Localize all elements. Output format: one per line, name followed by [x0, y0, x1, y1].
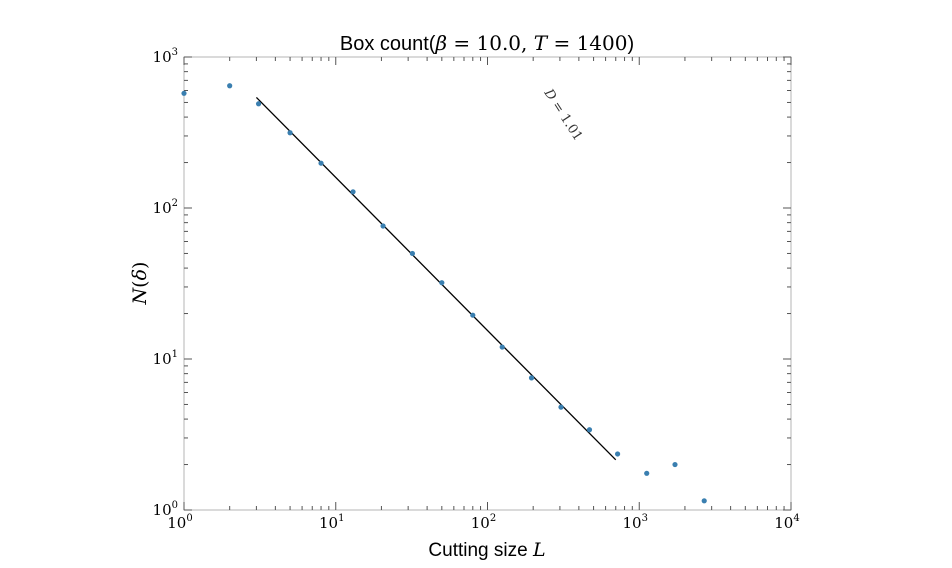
plot-area-frame: [183, 56, 792, 511]
y-tick-label: 102: [153, 198, 178, 217]
title-t-symbol: T: [534, 31, 549, 55]
fit-line-layer: [255, 96, 617, 461]
x-tick-label: 103: [623, 513, 648, 532]
y-tick-label: 100: [153, 500, 178, 519]
y-tick-base: 10: [153, 199, 172, 217]
data-point: [255, 101, 262, 107]
data-point: [586, 427, 593, 433]
annotation-value: = 1.01: [546, 95, 585, 144]
y-axis-label: N(δ): [129, 262, 151, 306]
x-tick-labels: 100 101 102 103 104: [167, 513, 799, 532]
x-axis-label-symbol: L: [532, 539, 546, 561]
data-point: [499, 344, 505, 350]
data-points-layer: [181, 83, 707, 504]
y-tick-base: 10: [153, 350, 172, 368]
title-beta-symbol: β: [434, 31, 447, 55]
title-suffix: ): [627, 33, 634, 55]
x-tick-exponent: 4: [793, 513, 799, 524]
data-point: [409, 250, 416, 257]
y-axis-label-open-paren: (: [129, 280, 151, 287]
data-point: [615, 451, 621, 457]
data-point: [181, 90, 187, 96]
x-axis-label-text: Cutting size: [428, 540, 533, 561]
y-axis-label-n: N: [129, 286, 151, 305]
fractal-dimension-annotation: D = 1.01: [540, 86, 585, 144]
y-tick-exponent: 2: [172, 198, 178, 209]
data-point: [528, 375, 535, 381]
x-axis-label: Cutting size L: [428, 539, 545, 561]
x-tick-base: 10: [319, 514, 338, 532]
y-axis-label-close-paren: ): [129, 262, 151, 269]
data-point: [227, 83, 233, 89]
data-point: [701, 498, 707, 504]
x-tick-exponent: 1: [338, 513, 344, 524]
x-tick-base: 10: [623, 514, 642, 532]
title-beta-value: = 10.0,: [447, 31, 534, 55]
y-tick-exponent: 0: [172, 500, 178, 511]
x-tick-base: 10: [471, 514, 490, 532]
y-tick-exponent: 1: [172, 349, 178, 360]
title-t-value: = 1400: [547, 31, 627, 55]
data-point: [380, 223, 386, 229]
x-tick-label: 104: [774, 513, 799, 532]
y-axis-label-delta: δ: [129, 269, 151, 280]
x-tick-label: 102: [471, 513, 496, 532]
data-point: [558, 404, 564, 410]
data-point: [350, 189, 356, 195]
data-point: [672, 461, 678, 468]
x-tick-exponent: 3: [642, 513, 648, 524]
data-point: [439, 280, 445, 286]
data-point: [318, 160, 324, 166]
y-tick-label: 101: [153, 349, 178, 368]
axis-ticks: [183, 56, 792, 511]
x-tick-exponent: 2: [490, 513, 496, 524]
y-tick-base: 10: [153, 48, 172, 66]
data-point: [470, 312, 476, 318]
data-point: [644, 470, 650, 476]
y-tick-label: 103: [153, 47, 178, 66]
x-tick-base: 10: [167, 514, 186, 532]
x-tick-label: 101: [319, 513, 344, 532]
y-tick-exponent: 3: [172, 47, 178, 58]
x-tick-base: 10: [774, 514, 793, 532]
x-tick-label: 100: [167, 513, 192, 532]
x-tick-exponent: 0: [186, 513, 192, 524]
chart-title: Box count(β = 10.0, T = 1400): [340, 31, 634, 55]
y-tick-base: 10: [153, 501, 172, 519]
data-point: [287, 130, 293, 136]
title-prefix: Box count(: [340, 33, 436, 55]
power-law-fit-line: [255, 96, 617, 461]
